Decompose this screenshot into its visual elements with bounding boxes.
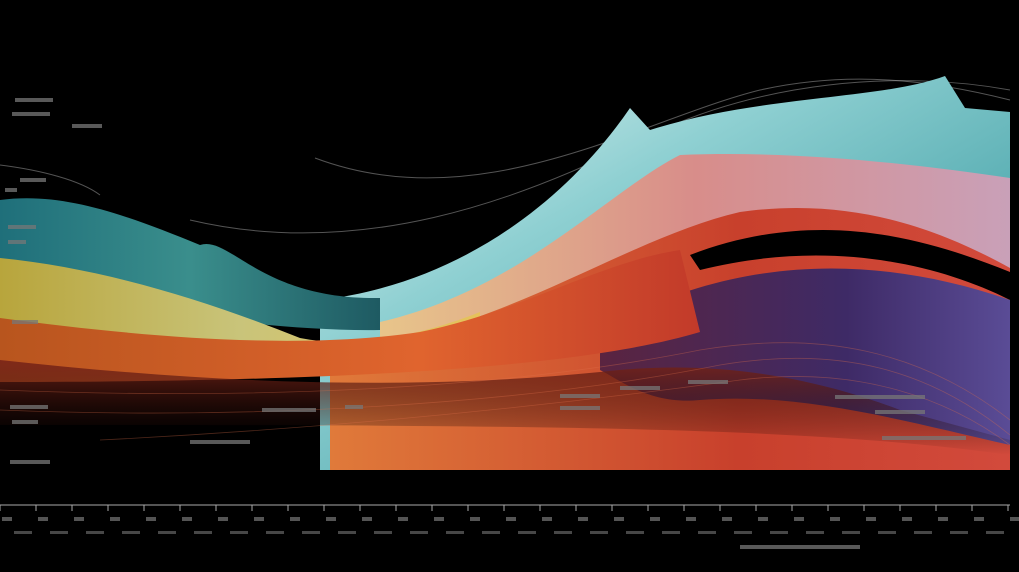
illegible-glyph [882,436,966,440]
illegible-glyph [866,517,876,521]
illegible-glyph [770,531,788,534]
illegible-glyph [410,531,428,534]
illegible-glyph [254,517,264,521]
illegible-glyph [345,405,363,409]
illegible-glyph [122,531,140,534]
illegible-glyph [734,531,752,534]
illegible-glyph [38,517,48,521]
illegible-glyph [50,531,68,534]
illegible-glyph [560,394,600,398]
illegible-glyph [806,531,824,534]
illegible-glyph [10,405,48,409]
illegible-glyph [506,517,516,521]
illegible-glyph [8,240,26,244]
illegible-glyph [8,225,36,229]
illegible-glyph [626,531,644,534]
illegible-glyph [362,517,372,521]
axis-ticks [0,505,1009,511]
illegible-glyph [182,517,192,521]
illegible-glyph [470,517,480,521]
wave-orange [0,250,700,382]
illegible-glyph [2,517,12,521]
illegible-glyph [12,112,50,116]
illegible-glyph [218,517,228,521]
illegible-glyph [950,531,968,534]
illegible-glyph [110,517,120,521]
illegible-glyph [326,517,336,521]
illegible-glyph [986,531,1004,534]
illegible-glyph [158,531,176,534]
illegible-glyph [974,517,984,521]
illegible-glyph [902,517,912,521]
illegible-glyph [434,517,444,521]
illegible-glyph [262,408,316,412]
illegible-glyph [266,531,284,534]
illegible-glyph [878,531,896,534]
illegible-glyph [875,410,925,414]
illegible-glyph [794,517,804,521]
illegible-glyph [614,517,624,521]
illegible-glyph [688,380,728,384]
illegible-glyph [1010,517,1019,521]
illegible-glyph [835,395,925,399]
illegible-glyph [446,531,464,534]
wave-gap [690,229,1010,300]
illegible-glyph [830,517,840,521]
illegible-glyph [72,124,102,128]
illegible-glyph [12,320,38,324]
illegible-glyph [190,440,250,444]
illegible-glyph [842,531,860,534]
wave-purple [600,268,1010,445]
illegible-glyph [686,517,696,521]
illegible-glyph [542,517,552,521]
illegible-glyph [578,517,588,521]
illegible-glyph [15,98,53,102]
illegible-glyph [10,460,50,464]
strands [0,342,1011,446]
illegible-glyph [290,517,300,521]
illegible-glyph [914,531,932,534]
illegible-glyph [740,545,860,549]
illegible-glyph [518,531,536,534]
illegible-glyph [650,517,660,521]
illegible-glyph [482,531,500,534]
illegible-glyph [14,531,32,534]
illegible-glyph [722,517,732,521]
illegible-glyph [758,517,768,521]
illegible-glyph [230,531,248,534]
illegible-glyph [590,531,608,534]
illegible-glyph [20,178,46,182]
illegible-glyph [74,517,84,521]
illegible-glyph [560,406,600,410]
illegible-glyph [698,531,716,534]
illegible-glyph [938,517,948,521]
illegible-glyph [398,517,408,521]
illegible-glyph [662,531,680,534]
illegible-glyph [374,531,392,534]
illegible-glyph [12,420,38,424]
illegible-glyph [146,517,156,521]
illegible-labels [2,98,1019,549]
illegible-glyph [338,531,356,534]
illegible-glyph [5,188,17,192]
illegible-glyph [86,531,104,534]
illegible-glyph [194,531,212,534]
illegible-glyph [554,531,572,534]
illegible-glyph [620,386,660,390]
illegible-glyph [302,531,320,534]
wave-dark-red [0,360,1010,455]
